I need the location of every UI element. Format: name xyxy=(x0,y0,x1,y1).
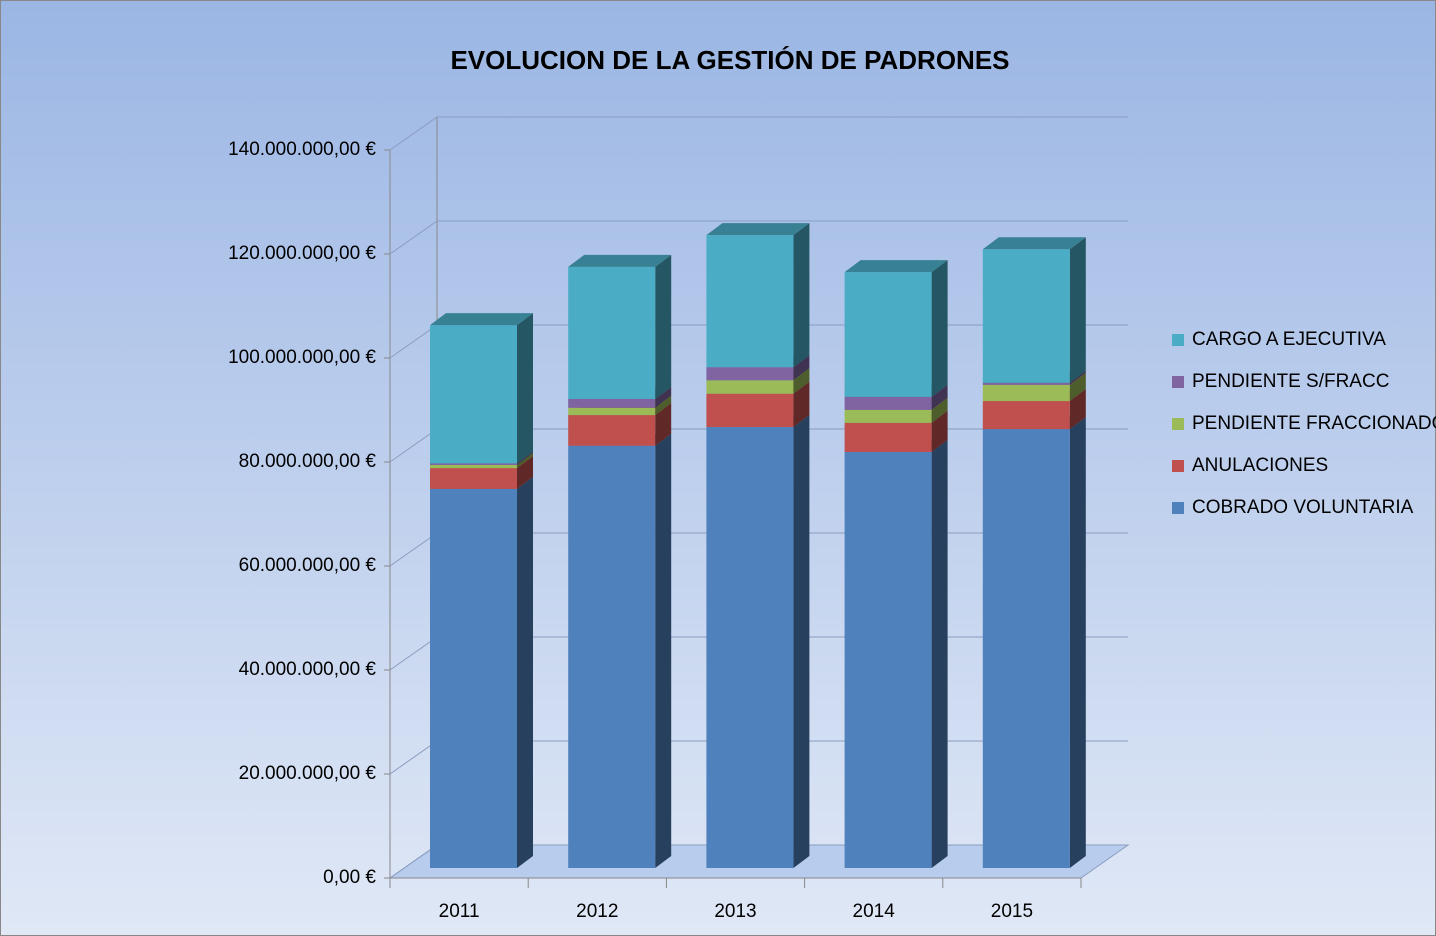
bar-segment xyxy=(430,468,517,489)
legend-swatch xyxy=(1172,334,1184,346)
bar-side xyxy=(655,403,672,446)
bar-segment xyxy=(430,465,517,469)
bar-side xyxy=(655,433,672,868)
bar-side xyxy=(517,451,533,465)
bar-segment xyxy=(982,401,1070,430)
bar-side xyxy=(793,415,810,868)
bar-side xyxy=(931,397,948,423)
legend-label: PENDIENTE S/FRACC xyxy=(1192,371,1389,392)
bar-side xyxy=(517,453,533,469)
bar-segment xyxy=(844,452,932,868)
bar-side xyxy=(793,223,810,368)
grid-line xyxy=(389,220,1128,255)
bar-segment xyxy=(706,393,794,428)
bar-segment xyxy=(706,235,794,368)
bar-segment xyxy=(430,488,517,868)
x-tick-label: 2012 xyxy=(576,901,618,922)
bar-segment xyxy=(982,429,1070,868)
bar-segment xyxy=(844,422,932,452)
bar-side xyxy=(1069,389,1086,430)
bar-segment xyxy=(844,409,932,423)
y-tick-label: 100.000.000,00 € xyxy=(228,347,376,368)
legend-label: COBRADO VOLUNTARIA xyxy=(1192,497,1414,518)
chart-title: EVOLUCION DE LA GESTIÓN DE PADRONES xyxy=(450,45,1009,75)
bar-side xyxy=(1069,237,1086,383)
bar-segment xyxy=(844,396,932,410)
bar-top xyxy=(706,223,810,236)
y-tick-label: 0,00 € xyxy=(323,867,376,888)
y-tick-label: 40.000.000,00 € xyxy=(239,659,377,680)
bar-top xyxy=(430,313,533,326)
bar-top xyxy=(982,237,1086,250)
y-tick-label: 140.000.000,00 € xyxy=(228,139,376,160)
legend: COBRADO VOLUNTARIA ANULACIONES PENDIENTE F… xyxy=(1172,329,1436,518)
x-tick-label: 2014 xyxy=(853,901,896,922)
bar-segment xyxy=(568,407,656,416)
bar-segment xyxy=(706,380,794,394)
bar-segment xyxy=(430,325,517,464)
bar-side xyxy=(655,395,672,416)
bar-segment xyxy=(430,463,517,465)
bar-side xyxy=(517,456,533,489)
bar-top xyxy=(844,260,948,273)
bar-side xyxy=(517,313,533,464)
legend-label: PENDIENTE FRACCIONADO xyxy=(1192,413,1436,434)
bar-segment xyxy=(982,384,1070,402)
bar-segment xyxy=(568,266,656,399)
bar-top xyxy=(568,254,672,267)
bar-side xyxy=(931,384,948,410)
bar-side xyxy=(931,440,948,868)
bar-segment xyxy=(568,398,656,408)
bar-side xyxy=(931,410,948,452)
grid-line xyxy=(389,116,1128,151)
x-tick-label: 2011 xyxy=(439,901,480,922)
legend-swatch xyxy=(1172,376,1184,388)
bar-segment xyxy=(982,382,1070,385)
bar-segment xyxy=(982,249,1070,383)
bar-side xyxy=(793,355,810,381)
bar-side xyxy=(1069,370,1086,385)
legend-label: CARGO A EJECUTIVA xyxy=(1192,329,1386,350)
bar-side xyxy=(793,381,810,428)
bar-side xyxy=(931,260,948,397)
y-tick-label: 60.000.000,00 € xyxy=(239,555,377,576)
legend-swatch xyxy=(1172,502,1184,514)
x-tick-label: 2015 xyxy=(991,901,1033,922)
bar-side xyxy=(655,254,672,399)
y-tick-label: 120.000.000,00 € xyxy=(228,243,376,264)
bar-side xyxy=(1069,372,1086,402)
bar-segment xyxy=(844,272,932,397)
bar-side xyxy=(793,368,810,394)
y-tick-label: 20.000.000,00 € xyxy=(239,763,377,784)
bar-segment xyxy=(706,367,794,381)
y-tick-label: 80.000.000,00 € xyxy=(239,451,377,472)
bar-segment xyxy=(568,415,656,446)
bars xyxy=(430,223,1086,868)
bar-side xyxy=(517,476,533,868)
bar-side xyxy=(1069,417,1086,868)
legend-label: ANULACIONES xyxy=(1192,455,1328,476)
x-tick-label: 2013 xyxy=(714,901,756,922)
legend-swatch xyxy=(1172,460,1184,472)
legend-swatch xyxy=(1172,418,1184,430)
bar-segment xyxy=(706,427,794,868)
bar-side xyxy=(655,386,672,408)
bar-segment xyxy=(568,445,656,868)
